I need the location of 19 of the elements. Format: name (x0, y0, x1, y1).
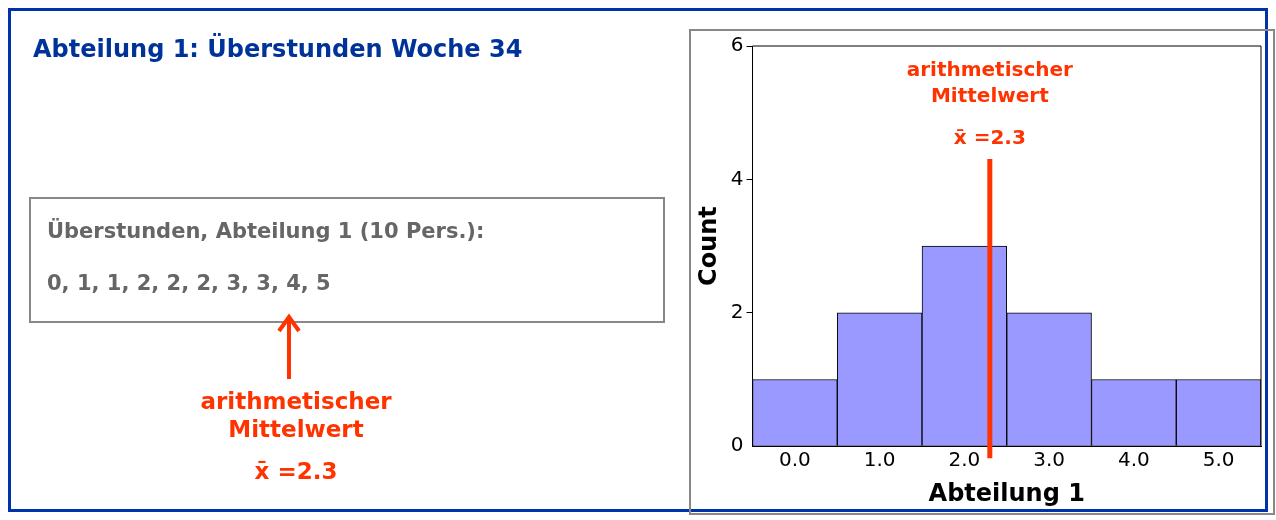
x-tick-label: 5.0 (1202, 447, 1235, 472)
x-tick-label: 2.0 (948, 447, 981, 472)
x-tick-label: 0.0 (778, 447, 811, 472)
y-tick-label: 6 (730, 32, 744, 57)
annotation: arithmetischer Mittelwert (906, 57, 1074, 108)
y-tick-label: 0 (730, 432, 744, 457)
y-tick-label: 2 (730, 299, 744, 323)
ref-line-label: x̄ =2.3 (953, 125, 1026, 150)
x-axis-title: Abteilung 1 (928, 478, 1085, 507)
x-tick-label: 4.0 (1117, 447, 1150, 472)
y-tick-label: 4 (730, 165, 744, 190)
text: Abteilung 1: Überstunden Woche 34 (33, 35, 524, 63)
text: 0, 1, 1, 2, 2, 2, 3, 3, 4, 5 (47, 271, 331, 295)
x-tick-label: 3.0 (1033, 447, 1066, 472)
text: Überstunden, Abteilung 1 (10 Pers.): (47, 219, 485, 243)
text: arithmetischer Mittelwert (199, 387, 393, 443)
x-tick-label: 1.0 (863, 447, 896, 472)
text: x̄ =2.3 (253, 457, 339, 485)
y-axis-title: Count (693, 206, 722, 286)
